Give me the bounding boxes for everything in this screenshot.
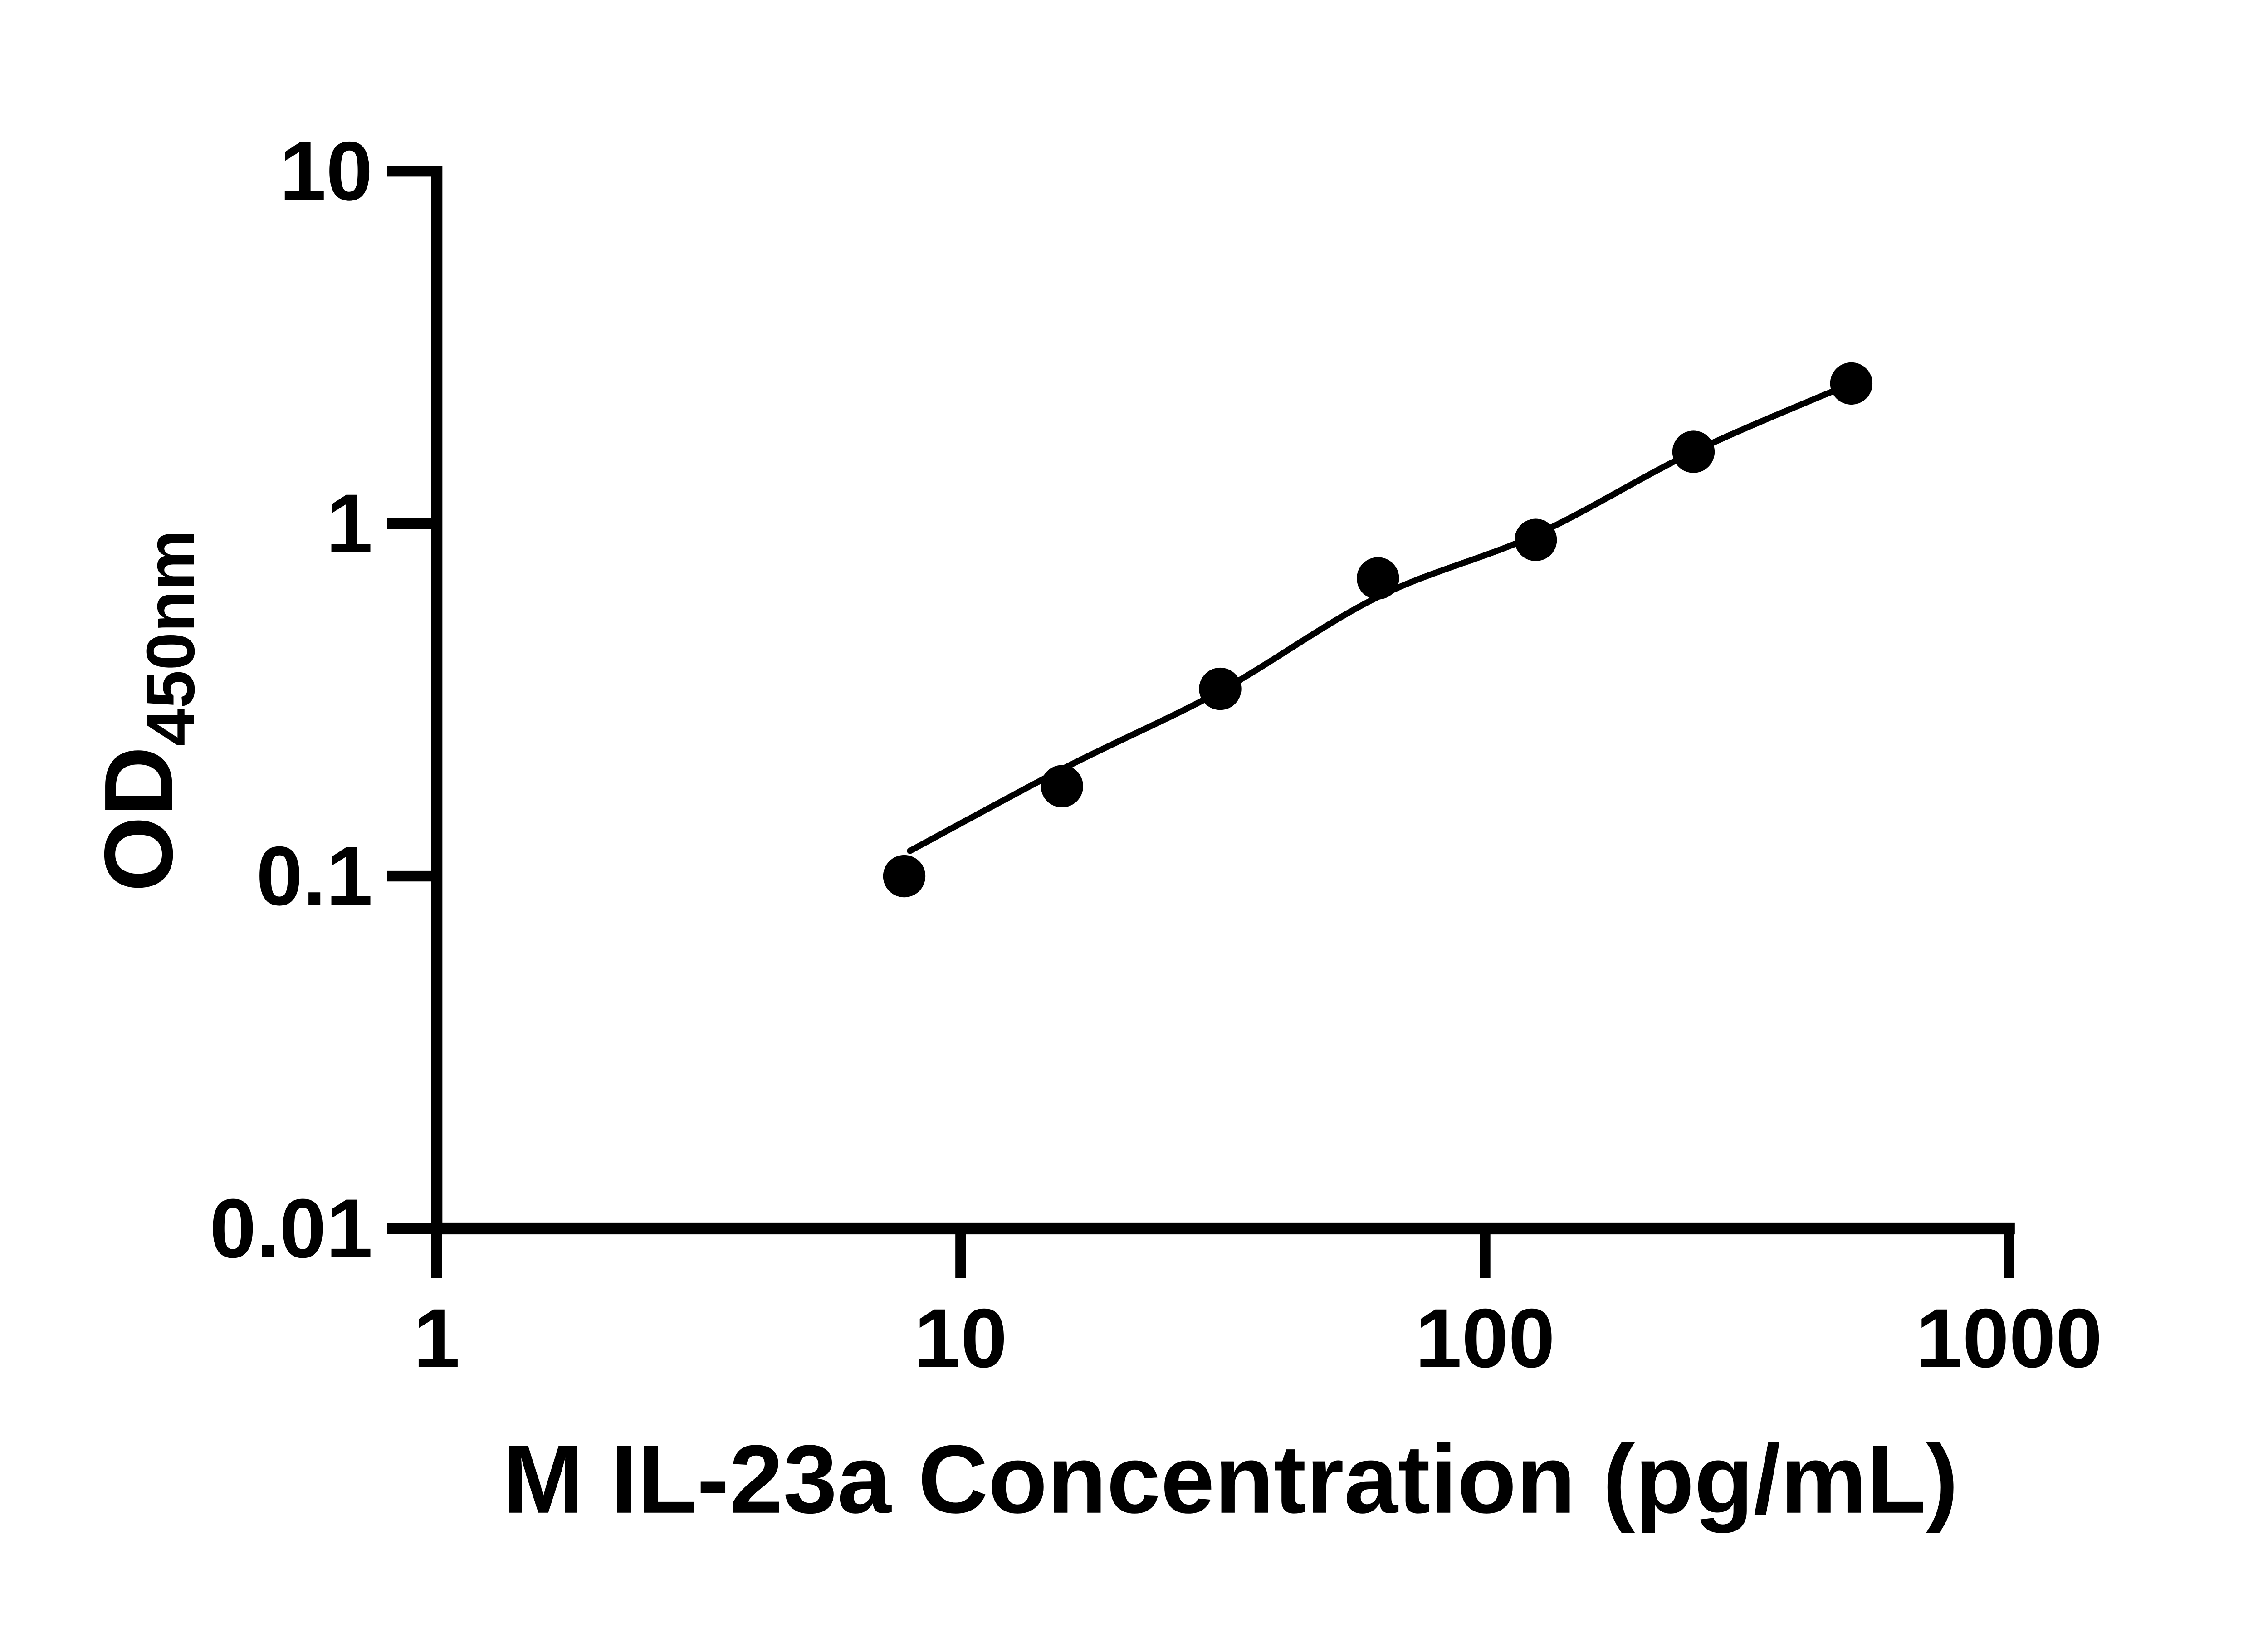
data-point xyxy=(1357,557,1399,600)
y-axis-title-subscript: 450nm xyxy=(132,529,209,746)
data-point xyxy=(883,855,926,897)
data-point xyxy=(1672,430,1715,473)
y-tick-label-0p1: 0.1 xyxy=(256,829,373,923)
data-point xyxy=(1199,667,1242,710)
chart-canvas: 10 1 0.1 0.01 1 10 100 1000 M IL-23a Con… xyxy=(84,125,2102,1534)
data-point xyxy=(1830,362,1873,405)
x-tick-label-100: 100 xyxy=(1415,1292,1555,1385)
y-tick-label-1: 1 xyxy=(326,477,373,571)
y-axis-title-main: OD xyxy=(84,746,193,892)
y-tick-label-10: 10 xyxy=(279,125,373,218)
data-points-group xyxy=(883,362,1873,897)
x-tick-label-1: 1 xyxy=(413,1292,460,1385)
data-point xyxy=(1041,765,1083,807)
x-axis-title: M IL-23a Concentration (pg/mL) xyxy=(503,1425,1959,1533)
x-tick-label-10: 10 xyxy=(914,1292,1007,1385)
y-tick-label-0p01: 0.01 xyxy=(210,1182,373,1275)
data-point xyxy=(1514,518,1557,561)
x-tick-label-1000: 1000 xyxy=(1916,1292,2102,1385)
y-axis-title: OD450nm xyxy=(84,529,209,891)
